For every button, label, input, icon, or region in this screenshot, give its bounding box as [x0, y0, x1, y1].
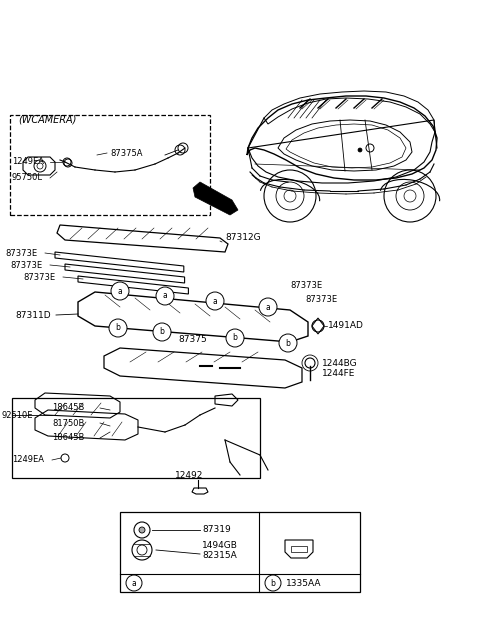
- Text: b: b: [159, 328, 165, 336]
- Text: 87312G: 87312G: [225, 233, 261, 242]
- Circle shape: [358, 148, 362, 152]
- Text: 18645B: 18645B: [52, 403, 84, 413]
- Text: 87375: 87375: [178, 336, 207, 345]
- Bar: [12, 398, 260, 478]
- Circle shape: [109, 319, 127, 337]
- Text: 1249EA: 1249EA: [12, 455, 44, 464]
- Text: 1494GB: 1494GB: [202, 541, 238, 550]
- Circle shape: [156, 287, 174, 305]
- Text: 92510E: 92510E: [2, 410, 34, 420]
- Text: b: b: [116, 324, 120, 333]
- Text: 95750L: 95750L: [12, 174, 43, 183]
- Polygon shape: [193, 182, 238, 215]
- Circle shape: [153, 323, 171, 341]
- Circle shape: [126, 575, 142, 591]
- Bar: [10, 115, 210, 215]
- Circle shape: [259, 298, 277, 316]
- Text: 1244BG: 1244BG: [322, 359, 358, 368]
- Circle shape: [206, 292, 224, 310]
- Text: 12492: 12492: [175, 471, 204, 481]
- Text: a: a: [163, 291, 168, 300]
- Text: 87375A: 87375A: [110, 148, 143, 158]
- Text: 1249EA: 1249EA: [12, 158, 44, 167]
- Text: b: b: [271, 579, 276, 588]
- Text: 18645B: 18645B: [52, 434, 84, 443]
- Text: b: b: [233, 333, 238, 343]
- Circle shape: [265, 575, 281, 591]
- Text: b: b: [286, 338, 290, 347]
- Text: 87319: 87319: [202, 525, 231, 534]
- Circle shape: [279, 334, 297, 352]
- Text: a: a: [132, 579, 136, 588]
- Text: 1491AD: 1491AD: [328, 322, 364, 331]
- Text: 82315A: 82315A: [202, 551, 237, 560]
- Text: 1244FE: 1244FE: [322, 368, 355, 378]
- Circle shape: [226, 329, 244, 347]
- Text: 87373E: 87373E: [23, 272, 55, 282]
- Circle shape: [139, 527, 145, 533]
- Text: a: a: [265, 303, 270, 312]
- Bar: [120, 512, 360, 592]
- Text: 87311D: 87311D: [15, 310, 50, 319]
- Text: 1335AA: 1335AA: [286, 579, 322, 588]
- Text: 81750B: 81750B: [52, 418, 84, 427]
- Text: a: a: [213, 296, 217, 305]
- Text: 87373E: 87373E: [5, 249, 37, 258]
- Text: 87373E: 87373E: [290, 282, 322, 291]
- Text: 87373E: 87373E: [10, 261, 42, 270]
- Text: 87373E: 87373E: [305, 296, 337, 305]
- Text: a: a: [118, 286, 122, 296]
- Circle shape: [111, 282, 129, 300]
- Text: (WCAMERA): (WCAMERA): [18, 115, 76, 125]
